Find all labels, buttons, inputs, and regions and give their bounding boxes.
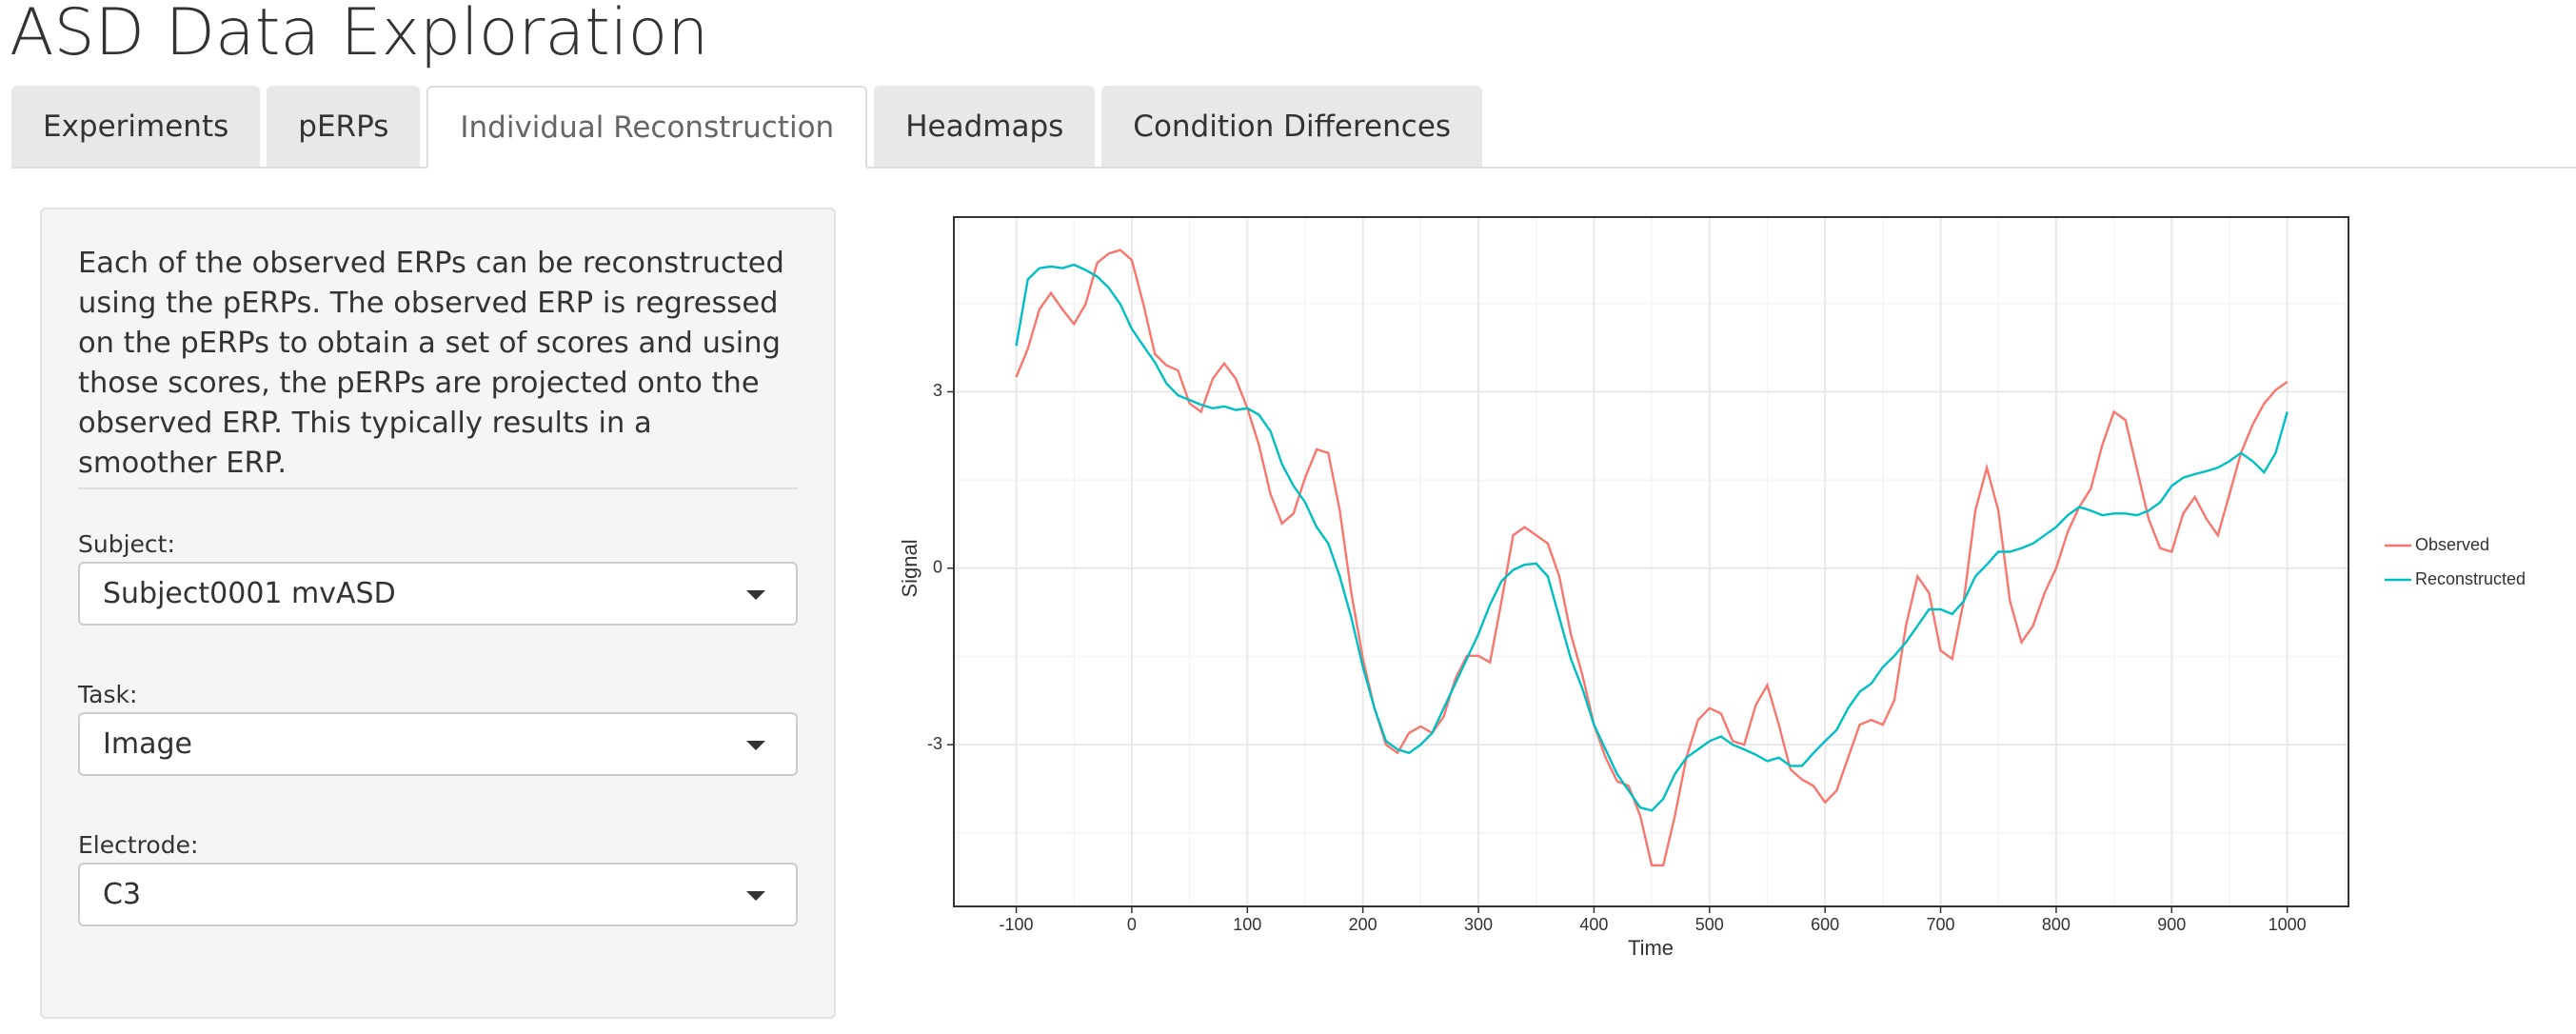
legend-label: Observed: [2415, 535, 2489, 554]
series-line: [1015, 249, 2289, 866]
x-tick-label: -100: [1000, 915, 1034, 934]
y-tick-label: 0: [933, 558, 942, 577]
select-value: C3: [103, 878, 142, 911]
y-tick-label: -3: [927, 734, 942, 753]
x-tick-label: 500: [1695, 915, 1724, 934]
plot-border: [953, 216, 2349, 907]
dropdown-caret: [746, 590, 765, 600]
select-value: Image: [103, 727, 192, 761]
x-axis-title: Time: [1628, 936, 1674, 960]
legend-label: Reconstructed: [2415, 569, 2526, 588]
dropdown-caret: [746, 891, 765, 901]
select-box[interactable]: C3: [78, 863, 798, 926]
description: Each of the observed ERPs can be reconst…: [78, 247, 784, 480]
tab[interactable]: Headmaps: [874, 86, 1096, 167]
x-tick-label: 700: [1927, 915, 1955, 934]
x-tick-label: 800: [2042, 915, 2071, 934]
app-title: ASD Data Exploration: [10, 0, 709, 70]
tab-bar: Experiments pERPs Individual Reconstructio…: [11, 86, 2576, 169]
divider: [78, 487, 798, 489]
sidebar-panel: Each of the observed ERPs can be reconst…: [40, 208, 836, 1019]
input-label: Task:: [78, 681, 138, 708]
x-tick-label: 200: [1349, 915, 1377, 934]
y-axis-title: Signal: [898, 539, 921, 597]
chart: Signal Time -100 0 100 200 300 400 500 600 700 80…: [898, 216, 2526, 960]
x-tick-label: 400: [1579, 915, 1608, 934]
tab[interactable]: Condition Differences: [1101, 86, 1483, 167]
x-tick-label: 600: [1811, 915, 1839, 934]
series-line: [1015, 263, 2289, 812]
select-value: Subject0001 mvASD: [103, 577, 396, 610]
x-tick-label: 0: [1127, 915, 1137, 934]
x-tick-label: 1000: [2269, 915, 2307, 934]
x-tick-label: 100: [1233, 915, 1261, 934]
tab[interactable]: Experiments: [11, 86, 261, 167]
tab[interactable]: pERPs: [267, 86, 421, 167]
x-tick-label: 300: [1464, 915, 1493, 934]
tab[interactable]: Individual Reconstruction: [426, 86, 868, 169]
x-tick-label: 900: [2157, 915, 2186, 934]
dropdown-caret: [746, 741, 765, 750]
select-box[interactable]: Subject0001 mvASD: [78, 562, 798, 626]
input-label: Subject:: [78, 530, 175, 558]
select-box[interactable]: Image: [78, 712, 798, 776]
y-tick-label: 3: [933, 381, 942, 400]
input-label: Electrode:: [78, 831, 199, 859]
